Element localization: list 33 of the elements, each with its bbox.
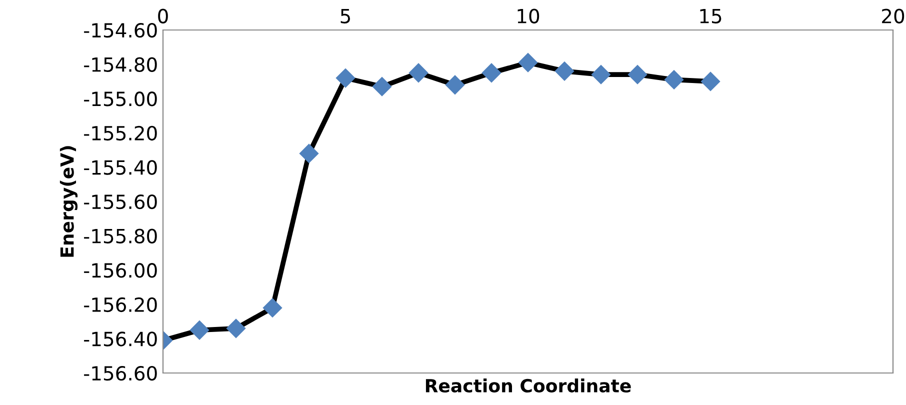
y-tick-label: -156.40 — [84, 332, 157, 346]
point — [262, 298, 282, 318]
y-tick-label: -154.80 — [84, 57, 157, 72]
point — [408, 63, 428, 82]
point — [628, 65, 648, 84]
point — [190, 320, 210, 340]
point — [518, 53, 538, 72]
y-axis-title: Energy(eV) — [60, 146, 78, 257]
point — [554, 62, 574, 81]
point — [226, 318, 246, 338]
point — [336, 68, 356, 88]
y-tick-label: -156.60 — [84, 366, 157, 381]
y-tick-label: -156.00 — [84, 263, 157, 278]
x-tick-label: 0 — [158, 8, 168, 24]
y-tick-label: -155.00 — [84, 92, 157, 106]
y-tick-label: -156.20 — [84, 297, 157, 312]
point — [664, 70, 684, 90]
x-tick-label: 5 — [340, 9, 350, 24]
y-tick-label: -155.80 — [84, 228, 157, 244]
point — [299, 144, 319, 164]
x-tick-label: 15 — [700, 9, 722, 24]
x-tick-label: 10 — [518, 8, 540, 24]
point — [445, 75, 465, 94]
x-axis-title: Reaction Coordinate — [426, 378, 631, 393]
y-tick-label: -154.60 — [84, 22, 157, 38]
point — [700, 72, 720, 91]
y-tick-label: -155.40 — [84, 160, 157, 175]
point — [482, 63, 502, 82]
y-tick-label: -155.20 — [84, 126, 157, 141]
y-tick-label: -155.60 — [84, 194, 157, 210]
x-tick-label: 20 — [882, 8, 904, 24]
point — [372, 77, 392, 96]
point — [591, 65, 611, 84]
